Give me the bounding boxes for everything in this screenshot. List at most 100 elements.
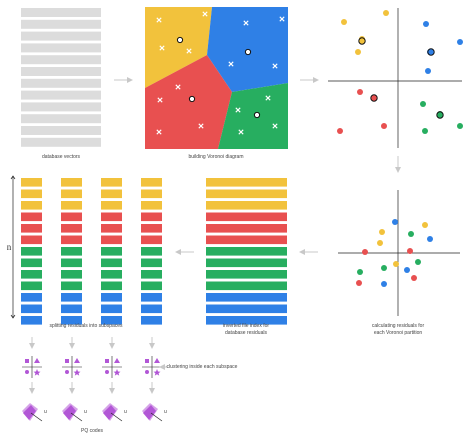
residual-point-13 <box>408 231 414 237</box>
subspace-4-row-4 <box>141 212 162 222</box>
subspace-2-row-6 <box>61 235 82 245</box>
subspace-2-row-11 <box>61 293 82 302</box>
subspace-1-row-10 <box>21 281 42 291</box>
subspace-1-row-1 <box>21 178 42 187</box>
voronoi-point-2-b <box>202 11 208 17</box>
inverted-row-6 <box>206 235 287 245</box>
voronoi-point-4-b <box>279 16 285 22</box>
subspace-3-row-11 <box>101 293 122 302</box>
voronoi-centroid-4 <box>253 111 261 119</box>
caption-clustering: clustering inside each subspace <box>167 364 238 370</box>
subspace-2-row-2 <box>61 189 82 199</box>
residual-point-16 <box>357 269 363 275</box>
cluster-square-2 <box>65 359 69 363</box>
cluster-circle-3 <box>105 370 109 374</box>
cluster-triangle-1 <box>34 358 40 363</box>
subspace-3-row-9 <box>101 270 122 279</box>
database-vector-9 <box>21 102 101 112</box>
voronoi-point-2 <box>202 11 208 17</box>
voronoi-point-1 <box>156 17 162 23</box>
voronoi-point-6 <box>186 48 192 54</box>
subspace-2-row-1 <box>61 178 82 187</box>
residual-point-14 <box>381 265 387 271</box>
cluster-triangle-2 <box>74 358 80 363</box>
inverted-row-13 <box>206 316 287 325</box>
voronoi-centroid-2 <box>244 48 252 56</box>
voronoi-point-6-b <box>186 48 192 54</box>
pq-cube-front-1 <box>23 405 36 420</box>
pq-axis-label-2: u <box>84 409 87 415</box>
voronoi-point-16 <box>238 129 244 135</box>
voronoi-point-12 <box>198 123 204 129</box>
caption-pq-codes: PQ codes <box>81 428 103 434</box>
subspace-2-row-8 <box>61 258 82 268</box>
residual-point-5 <box>392 219 398 225</box>
subspace-3-row-7 <box>101 247 122 256</box>
pq-cube-front-2 <box>63 405 76 420</box>
residual-point-6 <box>427 236 433 242</box>
database-vector-11 <box>21 126 101 135</box>
voronoi-point-9-b <box>157 97 163 103</box>
subspace-2-row-9 <box>61 270 82 279</box>
voronoi-point-5 <box>159 45 165 51</box>
pq-axis-2 <box>70 412 83 422</box>
subspace-3-row-6 <box>101 235 122 245</box>
voronoi-centroid-1 <box>176 36 184 44</box>
pq-cube-front-3 <box>103 405 116 420</box>
inverted-row-11 <box>206 293 287 302</box>
subspace-2-row-7 <box>61 247 82 256</box>
subspace-1-row-6 <box>21 235 42 245</box>
voronoi-region-red <box>145 55 232 149</box>
scatter-point-16 <box>457 123 463 129</box>
inverted-row-12 <box>206 304 287 314</box>
subspace-1-row-4 <box>21 212 42 222</box>
subspace-clusters <box>22 337 168 394</box>
subspace-3-row-2 <box>101 189 122 199</box>
subspace-3-row-13 <box>101 316 122 325</box>
scatter-point-4 <box>383 10 389 16</box>
pq-axis-label-4: u <box>164 409 167 415</box>
subspace-3-row-5 <box>101 224 122 233</box>
caption-inverted-line2: database residuals <box>225 330 267 336</box>
caption-voronoi: building Voronoi diagram <box>188 154 243 160</box>
subspace-1-row-2 <box>21 189 42 199</box>
subspace-3-row-10 <box>101 281 122 291</box>
database-vector-7 <box>21 78 101 88</box>
inverted-row-10 <box>206 281 287 291</box>
voronoi-points <box>156 11 285 135</box>
caption-inverted-line1: inverted file index for <box>223 323 269 329</box>
database-vector-10 <box>21 114 101 124</box>
residual-point-7 <box>404 267 410 273</box>
voronoi-point-3-b <box>243 20 249 26</box>
subspace-4-row-3 <box>141 201 162 210</box>
subspace-4-row-2 <box>141 189 162 199</box>
database-vector-2 <box>21 19 101 29</box>
inverted-file-index <box>206 178 287 325</box>
subspace-1-row-11 <box>21 293 42 302</box>
voronoi-point-7 <box>228 61 234 67</box>
subspace-1-row-5 <box>21 224 42 233</box>
inverted-row-7 <box>206 247 287 256</box>
n-bracket-bottom-tip <box>10 314 16 319</box>
scatter-centroid-3 <box>370 94 378 102</box>
voronoi-point-9 <box>157 97 163 103</box>
residual-scatter <box>338 190 460 316</box>
cluster-star-3 <box>113 369 121 376</box>
inverted-row-9 <box>206 270 287 279</box>
residual-point-8 <box>381 281 387 287</box>
scatter-point-6 <box>457 39 463 45</box>
voronoi-point-10-b <box>175 84 181 90</box>
residual-point-10 <box>411 275 417 281</box>
pq-axis-1 <box>30 412 43 422</box>
subspace-4-row-5 <box>141 224 162 233</box>
caption-residuals-line2: each Voronoi partition <box>374 330 423 336</box>
database-vectors-stack <box>21 8 101 147</box>
subspace-2-row-5 <box>61 224 82 233</box>
database-vector-5 <box>21 55 101 65</box>
database-vector-4 <box>21 43 101 53</box>
residual-point-12 <box>356 280 362 286</box>
subspace-3-row-4 <box>101 212 122 222</box>
voronoi-point-5-b <box>159 45 165 51</box>
subspace-3-row-12 <box>101 304 122 314</box>
